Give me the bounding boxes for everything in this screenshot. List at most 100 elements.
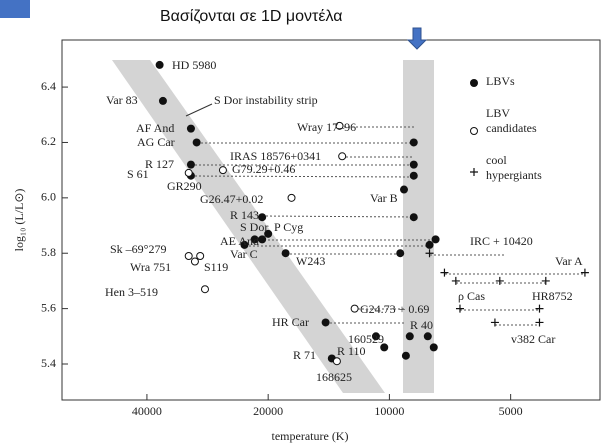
star-label: Wra 751 xyxy=(130,260,171,274)
star-label: R 143 xyxy=(230,208,259,222)
star-label: Hen 3–519 xyxy=(105,285,158,299)
star-label: S Dor instability strip xyxy=(214,93,318,107)
star-label: Wray 17–96 xyxy=(297,120,356,134)
star-label: HR Car xyxy=(272,315,309,329)
star-label: IRC + 10420 xyxy=(470,234,533,248)
star-label: R 40 xyxy=(410,318,433,332)
hypergiant-point xyxy=(451,276,460,285)
x-tick-label: 10000 xyxy=(374,404,404,418)
lbv-point xyxy=(396,249,405,258)
star-label: AE And xyxy=(220,234,259,248)
candidate-point xyxy=(287,193,296,202)
star-label: 160529 xyxy=(348,332,384,346)
star-label: Var B xyxy=(370,191,398,205)
lbv-point xyxy=(258,235,267,244)
leader-line xyxy=(185,103,213,117)
star-label: Sk –69°279 xyxy=(110,242,166,256)
plot-frame xyxy=(61,39,601,401)
lbv-point xyxy=(240,240,249,249)
legend-marker xyxy=(470,79,478,87)
hypergiant-point xyxy=(580,268,589,277)
y-axis-label: log₁₀ (L/L⊙) xyxy=(12,189,26,252)
legend-entry: LBV candidates xyxy=(486,106,537,135)
star-label: S119 xyxy=(204,260,228,274)
lbv-point xyxy=(431,235,440,244)
star-label: R 127 xyxy=(145,157,174,171)
lbv-point xyxy=(405,332,414,341)
star-label: S Dor xyxy=(240,220,268,234)
hypergiant-point xyxy=(425,249,434,258)
lbv-point xyxy=(186,160,195,169)
star-label: Var A xyxy=(555,254,583,268)
candidate-point xyxy=(200,285,209,294)
y-tick-label: 6.0 xyxy=(41,190,56,204)
candidate-point xyxy=(184,168,193,177)
legend-entry: LBVs xyxy=(486,74,515,88)
lbv-point xyxy=(399,185,408,194)
hypergiant-point xyxy=(541,276,550,285)
lbv-point xyxy=(158,96,167,105)
lbv-point xyxy=(186,124,195,133)
star-label: v382 Car xyxy=(511,332,555,346)
outburst-strip xyxy=(403,60,434,393)
candidate-point xyxy=(218,166,227,175)
candidate-point xyxy=(335,121,344,130)
legend-entry: cool hypergiants xyxy=(486,153,542,182)
corner-block xyxy=(0,0,30,18)
lbv-point xyxy=(155,60,164,69)
legend-marker xyxy=(470,127,478,135)
candidate-point xyxy=(184,252,193,260)
lbv-point xyxy=(409,138,418,147)
lbv-point xyxy=(321,318,330,327)
candidate-point xyxy=(196,252,205,260)
hypergiant-point xyxy=(455,304,464,313)
hypergiant-point xyxy=(495,276,504,285)
star-label: W243 xyxy=(296,254,325,268)
star-label: AG Car xyxy=(137,135,175,149)
star-label: R 71 xyxy=(293,348,316,362)
legend: LBVs LBV candidates cool hypergiants xyxy=(486,74,558,200)
hypergiant-point xyxy=(440,268,449,277)
star-label: HR8752 xyxy=(532,289,573,303)
lbv-point xyxy=(409,160,418,169)
lbv-point xyxy=(258,213,267,222)
slide-title: Βασίζονται σε 1D μοντέλα xyxy=(160,8,343,25)
star-label: HD 5980 xyxy=(172,58,216,72)
lbv-point xyxy=(429,343,438,352)
lbv-point xyxy=(264,229,273,238)
y-tick-label: 6.4 xyxy=(41,79,56,93)
star-label: ρ Cas xyxy=(458,289,485,303)
star-label: S 61 xyxy=(127,167,149,181)
hypergiant-point xyxy=(490,318,499,327)
star-label: Var 83 xyxy=(106,93,138,107)
hypergiant-point xyxy=(535,318,544,327)
y-tick-label: 6.2 xyxy=(41,134,56,148)
lbv-point xyxy=(425,240,434,249)
star-label: IRAS 18576+0341 xyxy=(230,149,321,163)
x-tick-label: 5000 xyxy=(499,404,523,418)
y-tick-label: 5.4 xyxy=(41,356,56,370)
star-label: 168625 xyxy=(316,370,352,384)
hypergiant-point xyxy=(535,304,544,313)
star-label: G79.29+0.46 xyxy=(232,162,295,176)
lbv-point xyxy=(409,171,418,180)
star-label: P Cyg xyxy=(274,220,303,234)
star-label: G24.73 + 0.69 xyxy=(360,302,429,316)
y-tick-label: 5.8 xyxy=(41,245,56,259)
star-label: GR290 xyxy=(167,179,202,193)
candidate-point xyxy=(190,257,199,266)
instability-strip xyxy=(112,60,385,393)
y-tick-label: 5.6 xyxy=(41,300,56,314)
lbv-point xyxy=(380,343,389,352)
candidate-point xyxy=(338,152,347,161)
star-label: AF And xyxy=(136,121,174,135)
star-label: G26.47+0.02 xyxy=(200,192,263,206)
transition-lines xyxy=(190,126,585,326)
arrow xyxy=(406,27,428,50)
lbv-point xyxy=(371,332,380,341)
star-label: Var C xyxy=(230,247,258,261)
lbv-point xyxy=(192,138,201,147)
candidate-point xyxy=(332,357,341,366)
